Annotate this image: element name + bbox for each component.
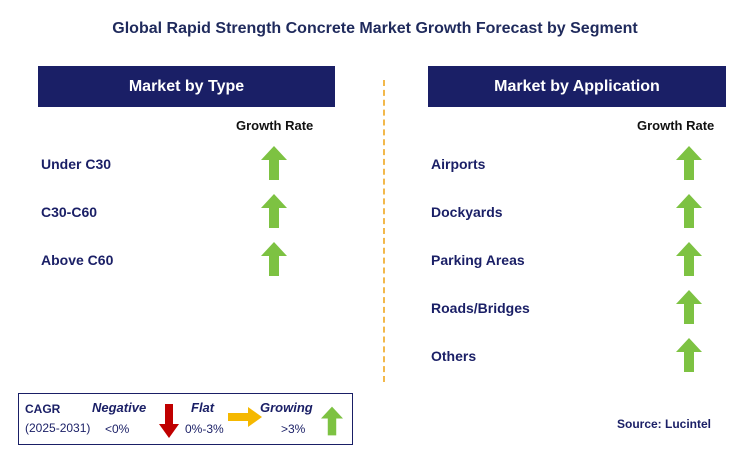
green-up-arrow-icon	[261, 194, 287, 228]
green-up-arrow-icon	[676, 290, 702, 324]
application-item-dockyards: Dockyards	[431, 204, 503, 220]
panel-divider	[383, 80, 385, 382]
type-item-above-c60: Above C60	[41, 252, 114, 268]
legend-flat-range: 0%-3%	[185, 422, 224, 436]
legend-negative-label: Negative	[92, 400, 147, 415]
legend-period: (2025-2031)	[25, 421, 91, 435]
type-item-under-c30: Under C30	[41, 156, 112, 172]
market-by-application-header: Market by Application	[428, 66, 726, 107]
source-label: Source: Lucintel	[617, 417, 712, 431]
orange-right-arrow-icon	[228, 407, 262, 427]
green-up-arrow-icon	[676, 242, 702, 276]
market-by-type-header: Market by Type	[38, 66, 335, 107]
green-up-arrow-icon	[261, 146, 287, 180]
application-item-others: Others	[431, 348, 477, 364]
green-up-arrow-icon	[321, 406, 343, 436]
left-growth-rate-label: Growth Rate	[236, 118, 314, 133]
green-up-arrow-icon	[261, 242, 287, 276]
red-down-arrow-icon	[159, 404, 179, 438]
legend-cagr-label: CAGR	[25, 402, 61, 416]
application-item-airports: Airports	[431, 156, 486, 172]
green-up-arrow-icon	[676, 146, 702, 180]
application-item-roads-bridges: Roads/Bridges	[431, 300, 530, 316]
legend-growing-label: Growing	[260, 400, 313, 415]
cagr-legend: CAGR (2025-2031) Negative <0% Flat 0%-3%…	[18, 393, 353, 445]
green-up-arrow-icon	[676, 194, 702, 228]
green-up-arrow-icon	[676, 338, 702, 372]
legend-growing-range: >3%	[281, 422, 306, 436]
legend-flat-label: Flat	[191, 400, 215, 415]
application-item-parking-areas: Parking Areas	[431, 252, 525, 268]
right-growth-rate-label: Growth Rate	[637, 118, 715, 133]
type-item-c30-c60: C30-C60	[41, 204, 98, 220]
chart-title: Global Rapid Strength Concrete Market Gr…	[112, 20, 638, 37]
legend-negative-range: <0%	[105, 422, 130, 436]
